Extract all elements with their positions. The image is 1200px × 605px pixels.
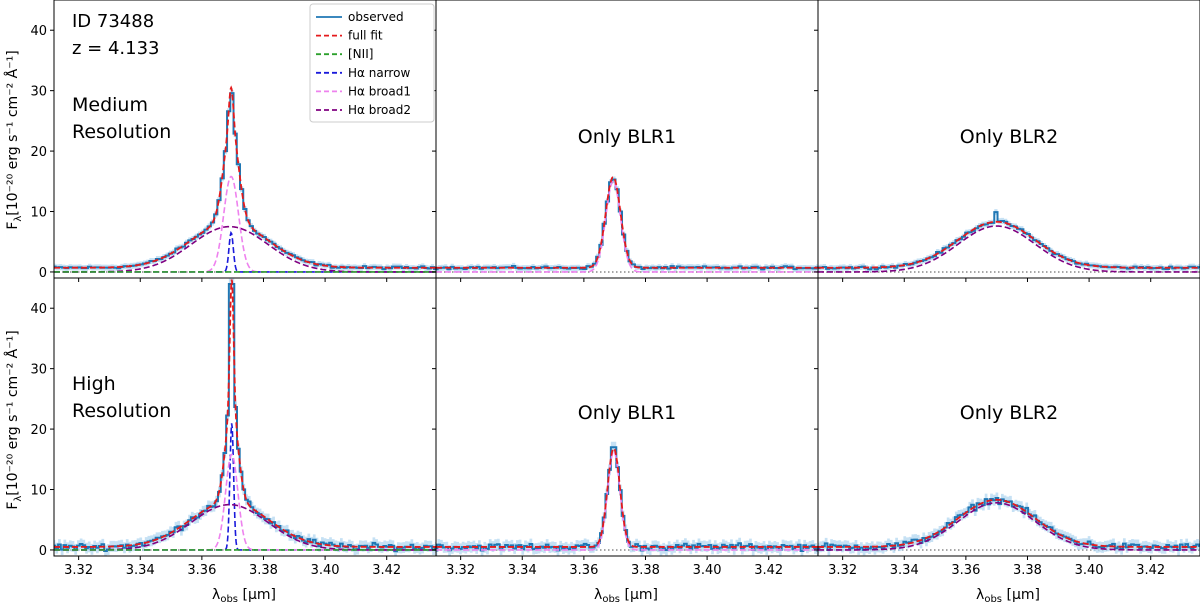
x-axis-label-left: λobs [µm] [212,587,276,605]
x-tick-label: 3.42 [754,563,783,578]
x-tick-label: 3.38 [1013,563,1042,578]
legend: observed full fit [NII] Hα narrow Hα broad1 H… [309,3,435,123]
panel-r0-c2: Only BLR2 [814,0,1200,282]
full-fit-curve [436,447,818,548]
x-tick-label: 3.38 [249,563,278,578]
y-tick-label: 20 [30,145,47,160]
x-tick-label: 3.36 [951,563,980,578]
panel-label: Medium Resolution [72,94,171,143]
x-tick-label: 3.42 [1136,563,1165,578]
component-curve [818,502,1200,551]
observed-spectrum-line [54,283,436,553]
plot-area [436,441,818,556]
full-fit-curve [54,85,436,269]
y-tick-label: 40 [30,24,47,39]
x-tick-label: 3.32 [446,563,475,578]
x-axis-label-right: λobs [µm] [976,587,1040,605]
panel-r1-c2: 3.32 3.34 3.36 3.38 3.40 3.42 Only BLR2 [814,277,1200,578]
observed-error-band [818,209,1200,273]
panel-label: Only BLR2 [960,126,1058,148]
component-curve [54,453,436,551]
plot-area [54,278,436,556]
panel-frame [817,277,1200,557]
legend-entry-label: Hα broad1 [348,84,411,98]
redshift-label: z = 4.133 [72,38,160,59]
y-tick-label: 30 [30,85,47,100]
x-tick-label: 3.32 [828,563,857,578]
panel-label: High Resolution [72,373,171,422]
observed-spectrum-line [54,92,436,271]
legend-box [309,3,435,123]
legend-entry-label: full fit [348,29,383,43]
component-curve [436,450,818,551]
x-tick-label: 3.36 [187,563,216,578]
y-tick-label: 30 [30,363,47,378]
component-curve [436,180,818,273]
plot-area [54,85,436,273]
x-tick-label: 3.40 [311,563,340,578]
full-fit-curve [54,279,436,548]
y-tick-label: 0 [39,544,47,559]
y-axis-label-bottom: Fλ[10⁻²⁰ erg s⁻¹ cm⁻² Å⁻¹] [4,330,24,509]
panel-label: Only BLR1 [578,126,676,148]
object-id-label: ID 73488 [72,11,154,32]
y-tick-label: 0 [39,266,47,281]
panel-r1-c1: 3.32 3.34 3.36 3.38 3.40 3.42 Only BLR1 [432,277,819,578]
x-tick-label: 3.40 [1075,563,1104,578]
x-tick-label: 3.34 [508,563,537,578]
y-tick-label: 20 [30,423,47,438]
panel-label: Only BLR1 [578,402,676,424]
x-tick-label: 3.34 [890,563,919,578]
y-tick-label: 40 [30,302,47,317]
x-axis-label-middle: λobs [µm] [594,587,658,605]
legend-entry-label: Hα broad2 [348,103,411,117]
x-tick-label: 3.32 [64,563,93,578]
panels-layer: 0 10 20 30 40 Medium Resolution Only BLR1 Only B… [30,0,1200,578]
x-tick-label: 3.42 [372,563,401,578]
panel-label: Only BLR2 [960,402,1058,424]
legend-entry-label: [NII] [348,47,373,61]
x-tick-label: 3.36 [569,563,598,578]
plot-area [818,492,1200,556]
component-curve [54,175,436,273]
legend-entry-label: Hα narrow [348,66,410,80]
legend-entry-label: observed [348,10,404,24]
plot-area [818,209,1200,273]
full-fit-curve [436,176,818,269]
panel-r1-c0: 3.32 3.34 3.36 3.38 3.40 3.42 0 10 20 30 40 High Res… [30,277,437,578]
full-fit-curve [818,220,1200,269]
component-curve [818,225,1200,273]
panel-r0-c1: Only BLR1 [432,0,819,282]
full-fit-curve [818,498,1200,548]
x-tick-label: 3.40 [693,563,722,578]
x-tick-label: 3.38 [631,563,660,578]
y-axis-label-top: Fλ[10⁻²⁰ erg s⁻¹ cm⁻² Å⁻¹] [4,50,24,229]
y-tick-label: 10 [30,206,47,221]
observed-error-band [436,441,818,556]
x-tick-label: 3.34 [126,563,155,578]
y-tick-label: 10 [30,484,47,499]
plot-area [436,176,818,273]
